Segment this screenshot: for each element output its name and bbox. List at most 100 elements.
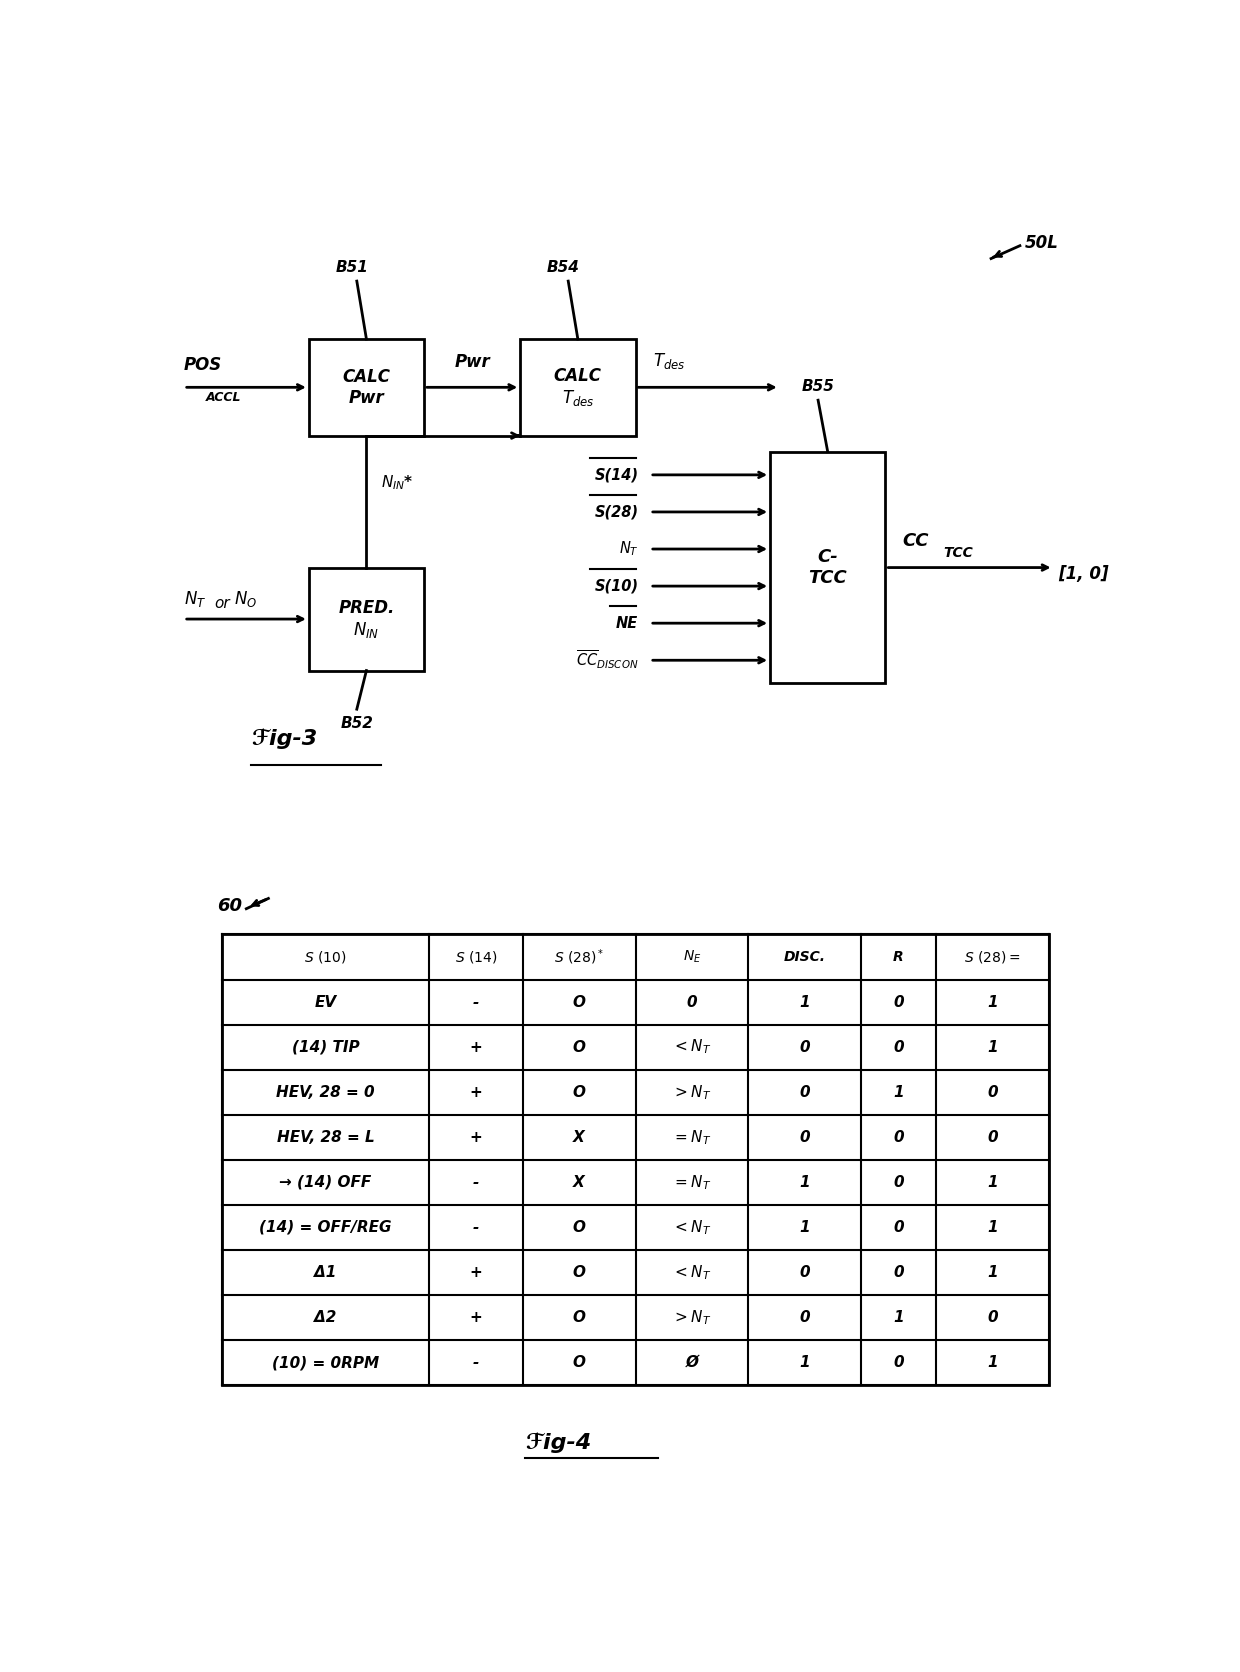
Text: $S\ (10)$: $S\ (10)$ [304, 950, 347, 965]
Text: EV: EV [315, 995, 336, 1010]
Text: 1: 1 [800, 1354, 810, 1369]
Text: 1: 1 [893, 1309, 904, 1324]
Text: +: + [470, 1085, 482, 1100]
Text: TCC: TCC [944, 545, 972, 560]
Text: C-
TCC: C- TCC [808, 548, 847, 587]
Text: $< N_T$: $< N_T$ [672, 1217, 712, 1237]
Text: 0: 0 [800, 1040, 810, 1055]
Text: → (14) OFF: → (14) OFF [279, 1175, 372, 1190]
Text: X: X [573, 1130, 585, 1145]
Text: 1: 1 [987, 1040, 998, 1055]
Bar [521, 339, 635, 436]
Text: $N_O$: $N_O$ [234, 589, 257, 609]
Text: 0: 0 [800, 1266, 810, 1281]
Text: $T_{des}$: $T_{des}$ [652, 351, 686, 371]
Text: +: + [470, 1309, 482, 1324]
Text: +: + [470, 1266, 482, 1281]
Text: 0: 0 [893, 1040, 904, 1055]
Text: $= N_T$: $= N_T$ [672, 1174, 712, 1192]
Text: PRED.
$N_{IN}$: PRED. $N_{IN}$ [339, 599, 394, 640]
Text: $N_E$: $N_E$ [682, 948, 701, 965]
Bar [770, 451, 885, 684]
Text: 60: 60 [217, 898, 243, 915]
Bar [222, 935, 1049, 1384]
Text: 0: 0 [800, 1085, 810, 1100]
Text: (14) = OFF/REG: (14) = OFF/REG [259, 1221, 392, 1236]
Text: CALC
$T_{des}$: CALC $T_{des}$ [554, 366, 601, 408]
Text: 0: 0 [893, 1221, 904, 1236]
Text: HEV, 28 = L: HEV, 28 = L [277, 1130, 374, 1145]
Text: $S\ (28) =$: $S\ (28) =$ [963, 950, 1021, 965]
Text: 1: 1 [987, 1266, 998, 1281]
Text: DISC.: DISC. [784, 950, 826, 965]
Text: 1: 1 [800, 1175, 810, 1190]
Text: $< N_T$: $< N_T$ [672, 1262, 712, 1282]
Text: O: O [573, 1085, 585, 1100]
Text: O: O [573, 1040, 585, 1055]
Text: B52: B52 [340, 716, 373, 731]
Text: 0: 0 [893, 1354, 904, 1369]
Text: ACCL: ACCL [206, 391, 242, 405]
Text: [1, 0]: [1, 0] [1058, 565, 1109, 584]
Text: 0: 0 [987, 1130, 998, 1145]
Text: 1: 1 [987, 1175, 998, 1190]
Text: +: + [470, 1040, 482, 1055]
Text: S(28): S(28) [594, 505, 639, 520]
Text: 1: 1 [800, 995, 810, 1010]
Text: 0: 0 [893, 995, 904, 1010]
Text: 1: 1 [987, 995, 998, 1010]
Text: 1: 1 [893, 1085, 904, 1100]
Text: 0: 0 [987, 1085, 998, 1100]
Text: 0: 0 [687, 995, 697, 1010]
Text: B54: B54 [547, 259, 580, 274]
Text: or: or [215, 597, 231, 612]
Text: $S\ (14)$: $S\ (14)$ [455, 950, 497, 965]
Text: 0: 0 [893, 1175, 904, 1190]
Text: $< N_T$: $< N_T$ [672, 1038, 712, 1057]
Text: $S\ (28)^*$: $S\ (28)^*$ [554, 948, 604, 966]
Bar [309, 567, 424, 670]
Text: 1: 1 [987, 1221, 998, 1236]
Text: 0: 0 [893, 1266, 904, 1281]
Text: ℱig-3: ℱig-3 [250, 729, 317, 749]
Text: 0: 0 [800, 1130, 810, 1145]
Bar [309, 339, 424, 436]
Text: 1: 1 [800, 1221, 810, 1236]
Text: -: - [472, 1354, 479, 1369]
Text: B55: B55 [801, 380, 835, 395]
Text: Ø: Ø [686, 1354, 698, 1369]
Text: $N_T$: $N_T$ [619, 540, 639, 558]
Text: 50L: 50L [1024, 234, 1059, 252]
Text: R: R [893, 950, 904, 965]
Text: 0: 0 [987, 1309, 998, 1324]
Text: O: O [573, 1309, 585, 1324]
Text: 0: 0 [800, 1309, 810, 1324]
Text: $N_T$: $N_T$ [184, 589, 206, 609]
Text: (14) TIP: (14) TIP [291, 1040, 360, 1055]
Text: -: - [472, 1175, 479, 1190]
Text: S(14): S(14) [594, 468, 639, 482]
Text: CC: CC [903, 532, 929, 550]
Text: $> N_T$: $> N_T$ [672, 1308, 712, 1328]
Text: -: - [472, 995, 479, 1010]
Text: (10) = 0RPM: (10) = 0RPM [272, 1354, 379, 1369]
Text: X: X [573, 1175, 585, 1190]
Text: HEV, 28 = 0: HEV, 28 = 0 [277, 1085, 374, 1100]
Text: -: - [472, 1221, 479, 1236]
Text: 1: 1 [987, 1354, 998, 1369]
Text: Δ1: Δ1 [315, 1266, 337, 1281]
Text: O: O [573, 1266, 585, 1281]
Text: $\overline{CC}_{DISCON}$: $\overline{CC}_{DISCON}$ [575, 649, 639, 672]
Text: Pwr: Pwr [454, 353, 490, 371]
Text: O: O [573, 1221, 585, 1236]
Text: $= N_T$: $= N_T$ [672, 1129, 712, 1147]
Text: S(10): S(10) [594, 579, 639, 594]
Text: POS: POS [184, 356, 222, 375]
Text: B51: B51 [336, 259, 368, 274]
Text: O: O [573, 995, 585, 1010]
Text: $> N_T$: $> N_T$ [672, 1083, 712, 1102]
Text: CALC
Pwr: CALC Pwr [342, 368, 391, 406]
Text: NE: NE [616, 615, 639, 630]
Text: Δ2: Δ2 [315, 1309, 337, 1324]
Text: $N_{IN}$*: $N_{IN}$* [381, 473, 413, 492]
